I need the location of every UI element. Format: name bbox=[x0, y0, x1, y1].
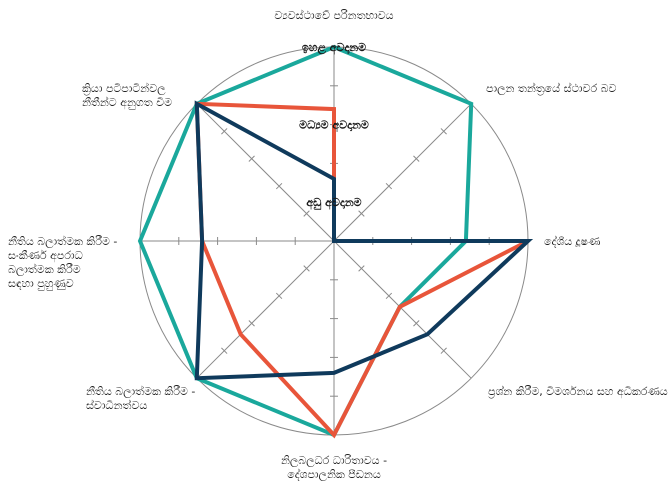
tick-mark bbox=[275, 182, 283, 190]
axis-label-line: නීතීන්ට අනුගත වීම bbox=[82, 95, 172, 110]
axis-label-bottom: නිලබලධර ධාරිතාවය -දේශපාලනික පීඩනය bbox=[281, 454, 387, 482]
tick-mark bbox=[248, 155, 255, 162]
axis-label-top: ව්‍යවස්ථාවේ පරිනතභාවය bbox=[274, 8, 393, 22]
axis-label-line: සඳහා පුහුණුව bbox=[8, 277, 74, 290]
spoke-lower-left bbox=[196, 240, 335, 379]
tick-mark bbox=[275, 292, 283, 300]
axis-label-line: නිලබලධර ධාරිතාවය - bbox=[281, 454, 387, 468]
tick-mark bbox=[221, 347, 228, 354]
spoke-upper-right bbox=[333, 103, 472, 242]
axis-label-line: සංකීර්ණ අපරාධ bbox=[8, 249, 83, 263]
axis-label-line: ක්‍රියා පටිපාටීන්වල bbox=[82, 81, 166, 96]
tick-mark bbox=[358, 265, 365, 272]
axis-label-line: නීතිය බලාත්මක කිරීම - bbox=[8, 234, 117, 249]
axis-label-upper-left: ක්‍රියා පටිපාටීන්වල නීතීන්ට අනුගත වීම bbox=[82, 81, 172, 110]
axis-label-line: ව්‍යවස්ථාවේ පරිනතභාවය bbox=[274, 8, 393, 22]
axis-label-upper-right: පාලන තන්ත්‍රයේ ස්ථාවර බව bbox=[486, 81, 616, 96]
tick-mark bbox=[385, 292, 393, 300]
ring-label: ඉහළ අවදානම bbox=[302, 41, 366, 56]
tick-mark bbox=[413, 320, 420, 327]
tick-mark bbox=[303, 265, 310, 272]
axis-label-line: පාලන තන්ත්‍රයේ ස්ථාවර බව bbox=[486, 81, 616, 96]
axis-label-right: දේශීය දූෂණ bbox=[544, 234, 600, 248]
series-line-3 bbox=[194, 100, 534, 381]
tick-mark bbox=[221, 128, 228, 135]
axis-label-lower-right: ප්‍රශ්න කිරීම, විමර්ශනය සහ අධිකරණය bbox=[488, 384, 668, 399]
axis-label-line: ප්‍රශ්න කිරීම, විමර්ශනය සහ අධිකරණය bbox=[488, 384, 668, 399]
axis-label-line: බලාත්මක කිරීම bbox=[8, 262, 81, 277]
tick-mark bbox=[440, 128, 447, 135]
tick-mark bbox=[385, 182, 393, 190]
axis-label-lower-left: නීතිය බලාත්මක කිරීම -ස්වාධීනත්වය bbox=[86, 384, 195, 412]
axis-label-left: නීතිය බලාත්මක කිරීම -සංකීර්ණ අපරාධ බලාත්ම… bbox=[8, 234, 117, 291]
axis-label-line: දේශීය දූෂණ bbox=[544, 234, 600, 248]
tick-mark bbox=[413, 155, 420, 162]
tick-mark bbox=[440, 347, 447, 354]
tick-mark bbox=[248, 320, 255, 327]
axis-label-line: නීතිය බලාත්මක කිරීම - bbox=[86, 384, 195, 399]
tick-mark bbox=[303, 210, 310, 217]
axis-label-line: ස්වාධීනත්වය bbox=[86, 398, 147, 412]
ring-label: මධ්‍යම අවදානම bbox=[299, 119, 369, 133]
axis-label-line: දේශපාලනික පීඩනය bbox=[287, 467, 381, 482]
spoke-upper-left bbox=[196, 103, 335, 242]
spoke-lower-right bbox=[333, 240, 472, 379]
tick-mark bbox=[358, 210, 365, 217]
ring-label: අඩු අවදානම bbox=[306, 196, 361, 210]
